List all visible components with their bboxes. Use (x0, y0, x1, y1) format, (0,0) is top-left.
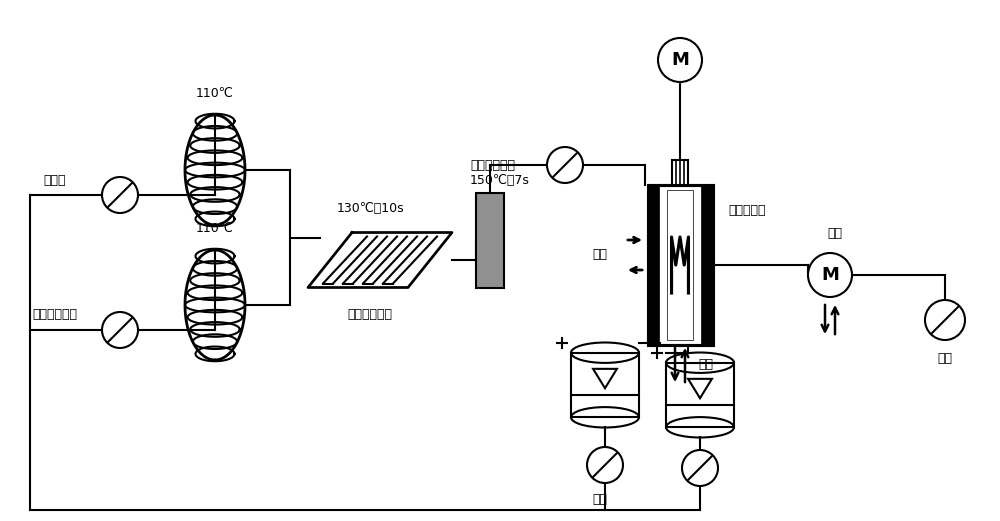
Circle shape (925, 300, 965, 340)
Text: M: M (671, 51, 689, 69)
Text: 短程蒸馏器: 短程蒸馏器 (728, 204, 766, 217)
Text: 110℃: 110℃ (196, 87, 234, 100)
Text: 130℃，10s: 130℃，10s (336, 202, 404, 215)
Bar (476, 192, 504, 288)
Text: 110℃: 110℃ (196, 222, 234, 235)
Circle shape (658, 38, 702, 82)
Bar (666, 363, 734, 427)
Bar (672, 160, 688, 185)
Bar (701, 185, 712, 345)
Circle shape (808, 253, 852, 297)
Circle shape (587, 447, 623, 483)
Text: 水合肼: 水合肼 (44, 173, 66, 187)
Text: 150℃，7s: 150℃，7s (470, 174, 530, 187)
Text: 微通道反应器: 微通道反应器 (348, 308, 392, 321)
Circle shape (547, 147, 583, 183)
Bar (571, 353, 639, 417)
Text: 加热: 加热 (592, 249, 608, 262)
Text: 产品: 产品 (592, 493, 608, 506)
Text: 雷尼镍固定床: 雷尼镍固定床 (470, 159, 515, 172)
Text: 冷凝: 冷凝 (698, 358, 713, 371)
Bar (648, 185, 659, 345)
Text: 丙二酸二乙酯: 丙二酸二乙酯 (32, 308, 78, 321)
Bar (648, 185, 712, 345)
Circle shape (102, 312, 138, 348)
Bar (667, 190, 693, 340)
Text: 真空: 真空 (938, 352, 952, 365)
Circle shape (682, 450, 718, 486)
Text: 冷凝: 冷凝 (828, 227, 842, 240)
Circle shape (102, 177, 138, 213)
Text: M: M (821, 266, 839, 284)
